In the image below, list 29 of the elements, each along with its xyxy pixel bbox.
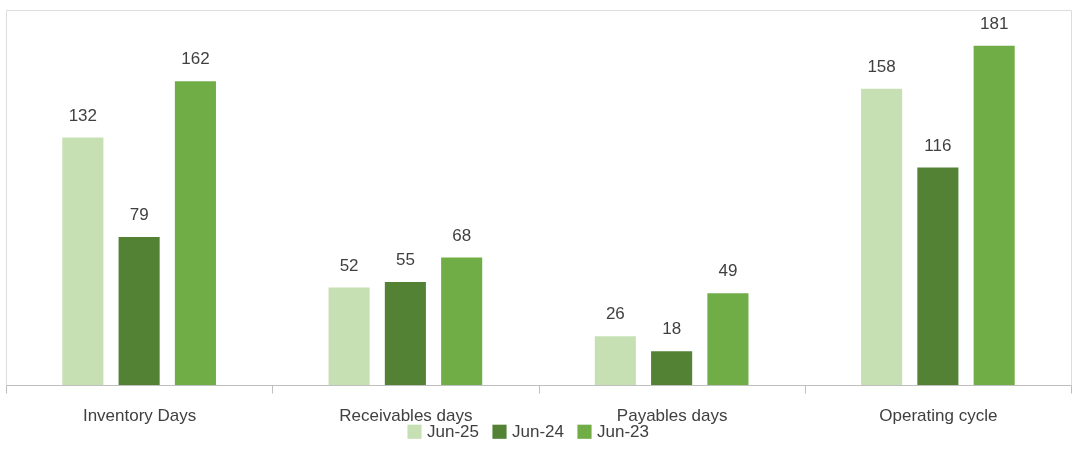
bar bbox=[62, 137, 104, 385]
bar bbox=[174, 81, 216, 385]
data-label: 18 bbox=[662, 319, 682, 339]
data-label: 181 bbox=[979, 13, 1009, 33]
bar bbox=[118, 236, 160, 385]
data-label: 49 bbox=[718, 261, 738, 281]
data-label: 79 bbox=[129, 204, 149, 224]
bar bbox=[328, 287, 370, 385]
bar bbox=[973, 45, 1015, 385]
bar bbox=[384, 281, 426, 385]
bar bbox=[441, 257, 483, 385]
x-tick-label: Receivables days bbox=[339, 405, 473, 425]
data-label: 132 bbox=[68, 105, 98, 125]
x-tick-label: Payables days bbox=[616, 405, 728, 425]
x-tick-label: Operating cycle bbox=[879, 405, 998, 425]
bar bbox=[707, 293, 749, 385]
bar bbox=[651, 351, 693, 385]
data-label: 52 bbox=[339, 255, 359, 275]
data-label: 162 bbox=[181, 49, 210, 69]
bar bbox=[594, 336, 636, 385]
bar bbox=[917, 167, 959, 385]
data-label: 116 bbox=[924, 135, 952, 155]
data-label: 26 bbox=[605, 304, 625, 324]
legend-label: Jun-24 bbox=[512, 421, 564, 441]
bar bbox=[861, 88, 903, 385]
data-label: 68 bbox=[452, 225, 472, 245]
data-label: 55 bbox=[395, 249, 415, 269]
x-tick-label: Inventory Days bbox=[82, 405, 197, 425]
data-label: 158 bbox=[867, 56, 896, 76]
